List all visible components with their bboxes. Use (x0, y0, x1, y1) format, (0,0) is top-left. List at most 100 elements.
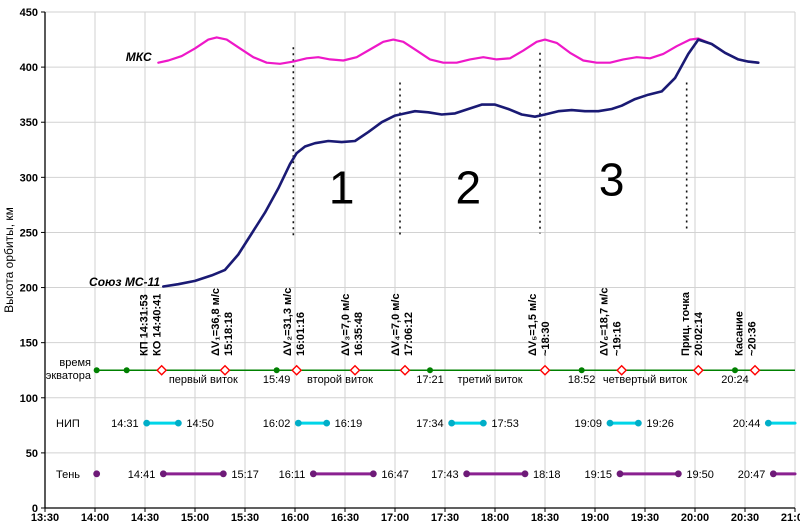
shadow-row-label: Тень (56, 469, 80, 481)
nip-row-time: 14:50 (186, 418, 214, 430)
event-annotation: 20:02:14 (693, 311, 705, 356)
nip-row-dot (479, 419, 487, 427)
equator-crossing-time: 15:49 (263, 374, 291, 386)
y-tick-label: 300 (20, 172, 38, 184)
nip-row-time: 14:31 (111, 418, 139, 430)
event-annotation: ΔV₁=36,8 м/с (210, 288, 222, 356)
nip-row-dot (143, 419, 151, 427)
shadow-row-dot (674, 470, 682, 478)
burn-diamond (616, 364, 628, 376)
equator-crossing-time: 17:21 (416, 374, 444, 386)
event-annotation: КП 14:31:53 (139, 294, 151, 356)
shadow-row-dot (369, 470, 377, 478)
equator-dot (93, 367, 100, 374)
x-tick-label: 15:30 (231, 512, 259, 524)
nip-row: НИП 14:31 14:50 16:02 16:19 17:34 17:53 19:09 19… (56, 418, 797, 430)
x-tick-label: 20:00 (681, 512, 709, 524)
nip-row-time: 16:19 (335, 418, 363, 430)
burn-diamond (349, 364, 361, 376)
equator-row-label: экватора (46, 370, 92, 382)
shadow-row-dot (219, 470, 227, 478)
shadow-row-time: 16:47 (381, 469, 409, 481)
x-tick-label: 16:00 (281, 512, 309, 524)
orbit-label: четвертый виток (603, 374, 687, 386)
burn-diamond (156, 364, 168, 376)
nip-row-time: 19:26 (646, 418, 674, 430)
equator-row-label: время (59, 357, 91, 369)
shadow-row-time: 15:17 (231, 469, 259, 481)
shadow-row-dot (159, 470, 167, 478)
nip-row-time: 20:44 (733, 418, 761, 430)
mks-label: МКС (126, 50, 152, 64)
shadow-row-dot (616, 470, 624, 478)
shadow-row-dot (521, 470, 529, 478)
y-tick-label: 100 (20, 393, 38, 405)
event-annotation: ΔV₆=18,7 м/с (599, 288, 611, 356)
x-tick-label: 18:30 (531, 512, 559, 524)
event-annotation: ~19:16 (612, 321, 624, 356)
orbit-label: второй виток (307, 374, 373, 386)
shadow-row-time: 20:47 (738, 469, 766, 481)
shadow-row-time: 19:15 (584, 469, 612, 481)
grid (44, 11, 796, 509)
y-tick-label: 0 (32, 503, 38, 515)
nip-row-label: НИП (56, 418, 80, 430)
shadow-row-dot (463, 470, 471, 478)
soyuz-label: Союз МС-11 (89, 275, 160, 289)
event-annotation: ΔV₄=7,0 м/с (390, 293, 402, 356)
y-tick-label: 150 (20, 338, 38, 350)
phase-number: 1 (329, 161, 355, 213)
phase-number: 3 (599, 154, 625, 206)
burn-diamond (291, 364, 303, 376)
shadow-row-dot (93, 470, 101, 478)
y-tick-label: 50 (26, 448, 38, 460)
event-annotation: 15:18:18 (223, 312, 235, 356)
event-annotation: 17:06:12 (403, 312, 415, 356)
x-tick-label: 13:30 (31, 512, 59, 524)
nip-row-time: 16:02 (263, 418, 291, 430)
x-tick-label: 20:30 (731, 512, 759, 524)
x-tick-label: 16:30 (331, 512, 359, 524)
event-annotation: ΔV₂=31,3 м/с (282, 288, 294, 356)
orbit-label: первый виток (169, 374, 238, 386)
nip-row-dot (323, 419, 331, 427)
burn-diamond (219, 364, 231, 376)
x-tick-label: 17:00 (381, 512, 409, 524)
nip-row-dot (448, 419, 456, 427)
x-tick-label: 21:00 (781, 512, 800, 524)
x-tick-label: 14:00 (81, 512, 109, 524)
shadow-row-time: 19:50 (686, 469, 714, 481)
phase-number: 2 (456, 161, 482, 213)
x-tick-label: 19:00 (581, 512, 609, 524)
equator-row: первый виток второй виток третий виток четв… (46, 357, 795, 386)
event-annotation: Касание (734, 311, 746, 356)
orbit-label: третий виток (457, 374, 522, 386)
equator-dot (578, 367, 585, 374)
event-annotation: 16:01:16 (295, 312, 307, 356)
nip-row-dot (294, 419, 302, 427)
x-tick-label: 15:00 (181, 512, 209, 524)
event-annotation: ΔV₃=7,0 м/с (340, 294, 352, 356)
x-tick-label: 18:00 (481, 512, 509, 524)
event-annotation: ~20:36 (747, 321, 759, 356)
nip-row-dot (606, 419, 614, 427)
mks-line (157, 36, 760, 65)
event-annotation: Приц. точка (680, 291, 692, 356)
shadow-row-dot (769, 470, 777, 478)
nip-row-dot (174, 419, 182, 427)
y-tick-label: 450 (20, 7, 38, 19)
shadow-row-time: 14:41 (128, 469, 156, 481)
shadow-row-dot (309, 470, 317, 478)
nip-row-time: 17:34 (416, 418, 444, 430)
shadow-row-time: 17:43 (431, 469, 459, 481)
equator-crossing-time: 18:52 (568, 374, 596, 386)
nip-row-time: 19:09 (574, 418, 602, 430)
y-tick-label: 250 (20, 227, 38, 239)
nip-row-time: 17:53 (491, 418, 519, 430)
shadow-row: Тень 14:41 15:17 16:11 16:47 17:43 18:18 19:15 1… (56, 469, 797, 481)
event-annotation: ~18:30 (540, 321, 552, 356)
shadow-row-time: 16:11 (279, 469, 306, 481)
x-tick-label: 14:30 (131, 512, 159, 524)
soyuz-line (162, 38, 760, 288)
